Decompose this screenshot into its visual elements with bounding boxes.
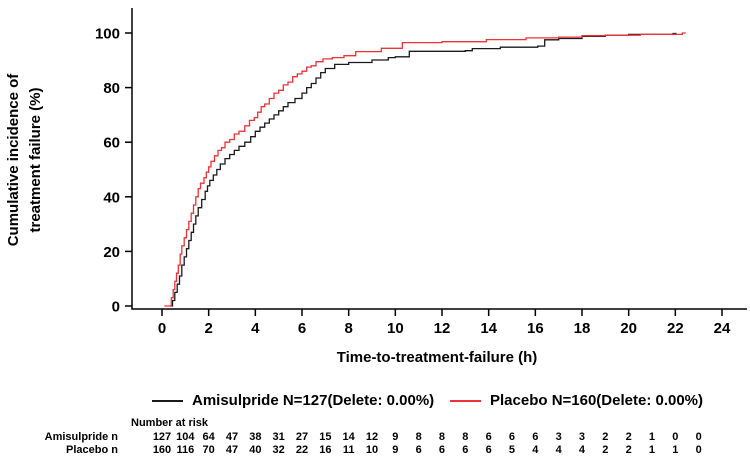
y-axis-title-line2: treatment failure (%) (27, 87, 44, 233)
risk-value: 104 (176, 431, 195, 443)
risk-value: 6 (415, 444, 422, 456)
risk-value: 116 (176, 444, 195, 456)
risk-value: 32 (272, 444, 285, 456)
x-axis-title: Time-to-treatment-failure (h) (336, 349, 538, 366)
risk-value: 6 (508, 431, 516, 443)
y-tick-label: 20 (103, 244, 120, 261)
risk-value: 64 (202, 431, 215, 443)
x-tick-label: 0 (158, 320, 166, 337)
risk-value: 4 (578, 444, 586, 456)
x-tick-label: 20 (620, 320, 637, 337)
risk-value: 6 (532, 431, 539, 443)
risk-value: 8 (438, 431, 446, 443)
risk-value: 0 (695, 431, 702, 443)
risk-value: 9 (392, 431, 399, 443)
axis-lines (131, 8, 747, 310)
y-tick-label: 80 (103, 80, 120, 97)
x-tick-label: 10 (387, 320, 404, 337)
y-tick-label: 60 (103, 135, 120, 152)
risk-value: 16 (319, 444, 332, 456)
y-tick-label: 40 (103, 189, 120, 206)
x-tick-label: 12 (434, 320, 451, 337)
risk-value: 6 (485, 444, 492, 456)
placebo-curve (164, 32, 686, 307)
risk-value: 6 (462, 444, 469, 456)
risk-value: 1 (672, 444, 679, 456)
risk-value: 38 (249, 431, 262, 443)
risk-value: 22 (295, 444, 309, 456)
amisulpride-curve (170, 32, 677, 307)
risk-value: 0 (672, 431, 679, 443)
risk-value: 5 (508, 444, 516, 456)
y-tick-label: 0 (112, 299, 120, 316)
risk-value: 2 (625, 444, 632, 456)
x-tick-label: 18 (574, 320, 591, 337)
legend-label-placebo: Placebo N=160(Delete: 0.00%) (490, 392, 704, 409)
risk-value: 27 (295, 431, 309, 443)
risk-value: 31 (272, 431, 285, 443)
risk-value: 10 (365, 444, 379, 456)
risk-value: 0 (695, 444, 702, 456)
risk-value: 2 (602, 431, 609, 443)
risk-value: 3 (555, 431, 562, 443)
legend-item-amisulpride: Amisulpride N=127(Delete: 0.00%) (152, 392, 434, 409)
x-tick-label: 6 (298, 320, 306, 337)
risk-value: 2 (625, 431, 632, 443)
risk-value: 4 (555, 444, 562, 456)
risk-value: 12 (365, 431, 379, 443)
risk-value: 3 (578, 431, 586, 443)
x-tick-label: 4 (251, 320, 260, 337)
risk-value: 9 (392, 444, 399, 456)
x-tick-label: 16 (527, 320, 544, 337)
x-tick-label: 2 (204, 320, 212, 337)
risk-value: 14 (342, 431, 355, 443)
y-tick-label: 100 (95, 26, 120, 43)
risk-value: 11 (342, 444, 355, 456)
y-axis-title: Cumulative incidence of treatment failur… (3, 10, 47, 310)
x-tick-label: 24 (714, 320, 731, 337)
risk-value: 40 (249, 444, 262, 456)
risk-value: 8 (415, 431, 422, 443)
risk-row-values-amisulpride: 127 104 64 47 38 31 27 15 14 12 9 8 8 8 6 6 6 3 3 2 2 1 0 0 (0, 431, 750, 443)
placebo-line-swatch (450, 399, 481, 402)
risk-row-label-placebo: Placebo n (66, 444, 118, 456)
legend-label-amisulpride: Amisulpride N=127(Delete: 0.00%) (192, 392, 435, 409)
x-tick-label: 8 (344, 320, 352, 337)
risk-value: 6 (438, 444, 446, 456)
risk-row-label-amisulpride: Amisulpride n (44, 431, 118, 443)
x-tick-label: 22 (667, 320, 684, 337)
risk-value: 1 (648, 431, 656, 443)
risk-value: 70 (202, 444, 215, 456)
risk-value: 160 (152, 444, 172, 456)
risk-value: 2 (602, 444, 609, 456)
amisulpride-line-swatch (152, 399, 183, 402)
risk-value: 15 (319, 431, 332, 443)
risk-value: 127 (152, 431, 172, 443)
risk-value: 6 (485, 431, 492, 443)
legend-item-placebo: Placebo N=160(Delete: 0.00%) (450, 392, 703, 409)
x-tick-label: 14 (480, 320, 497, 337)
risk-row-values-placebo: 160 116 70 47 40 32 22 16 11 10 9 6 6 6 6 5 4 4 4 2 2 1 1 0 (0, 444, 750, 456)
risk-value: 4 (532, 444, 539, 456)
y-axis-title-line1: Cumulative incidence of (5, 73, 22, 247)
risk-value: 47 (225, 431, 239, 443)
risk-value: 47 (225, 444, 239, 456)
risk-value: 1 (648, 444, 656, 456)
risk-value: 8 (462, 431, 469, 443)
number-at-risk-header: Number at risk (131, 417, 209, 429)
